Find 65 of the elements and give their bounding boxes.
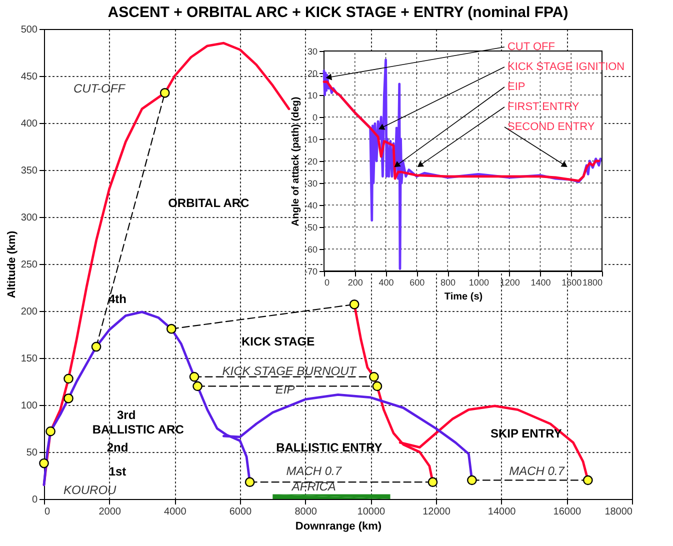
annotation: EIP (507, 81, 526, 93)
y-tick-label: -50 (304, 222, 318, 232)
y-axis-title: Angle of attack (path) (deg) (290, 96, 302, 226)
x-tick-label: 600 (410, 278, 425, 288)
annotation: 1st (108, 464, 126, 479)
x-axis-title: Downrange (km) (295, 520, 382, 532)
annotation: SKIP ENTRY (490, 426, 562, 441)
annotation: KICK STAGE BURNOUT (222, 364, 358, 378)
annotation: EIP (275, 382, 295, 396)
annotation: 2nd (106, 440, 128, 454)
y-tick-label: 200 (20, 306, 38, 318)
y-tick-label: 300 (20, 212, 38, 224)
y-tick-label: -20 (304, 156, 318, 166)
x-tick-label: 0 (44, 506, 50, 518)
annotation: 4th (108, 292, 126, 306)
x-tick-label: 0 (324, 278, 330, 288)
annotation: MACH 0.7 (286, 464, 343, 478)
annotation: KOUROU (64, 483, 117, 498)
x-tick-label: 1000 (468, 278, 489, 288)
x-tick-label: 1800 (582, 278, 602, 288)
annotation: 3rd (116, 408, 136, 422)
annotation: AFRICA (290, 479, 336, 494)
annotation: CUT-OFF (73, 82, 126, 96)
y-tick-label: 500 (20, 24, 38, 36)
x-tick-label: 14000 (488, 506, 516, 518)
y-tick-label: 100 (20, 400, 38, 412)
y-tick-label: 150 (20, 354, 38, 364)
y-tick-label: 450 (20, 72, 38, 82)
annotation: SECOND ENTRY (507, 121, 596, 133)
annotation: FIRST ENTRY (507, 101, 580, 113)
x-axis-title: Time (s) (444, 292, 483, 302)
x-tick-label: 400 (378, 278, 394, 288)
y-tick-label: -70 (304, 266, 318, 276)
y-tick-label: -60 (304, 244, 318, 254)
annotation: BALLISTIC ARC (92, 422, 184, 436)
y-tick-label: -40 (304, 200, 318, 210)
y-axis-title: Altitude (km) (6, 230, 18, 298)
x-tick-label: 12000 (422, 506, 451, 518)
y-tick-label: 350 (20, 166, 38, 176)
y-tick-label: 30 (307, 46, 318, 56)
x-tick-label: 6000 (229, 506, 252, 518)
x-tick-label: 200 (348, 278, 363, 288)
x-tick-label: 10000 (357, 506, 386, 518)
y-tick-label: -10 (304, 134, 318, 144)
x-tick-label: 4000 (164, 506, 187, 518)
y-tick-label: 400 (20, 118, 38, 130)
annotation: KICK STAGE (241, 334, 315, 349)
y-tick-label: 0 (312, 112, 318, 122)
y-tick-label: 10 (307, 90, 318, 100)
x-tick-label: 2000 (98, 506, 122, 518)
chart-title: ASCENT + ORBITAL ARC + KICK STAGE + ENTRY (nominal FPA) (108, 4, 568, 21)
annotation: CUT OFF (507, 41, 556, 53)
x-tick-label: 800 (440, 278, 456, 288)
x-tick-label: 1200 (500, 278, 520, 288)
annotation: BALLISTIC ENTRY (276, 440, 382, 454)
x-tick-label: 8000 (294, 506, 318, 518)
x-tick-label: 1400 (530, 278, 551, 288)
y-tick-label: 250 (20, 260, 38, 270)
y-tick-label: 50 (26, 448, 38, 458)
x-tick-label: 16000 (553, 506, 582, 518)
y-tick-label: -30 (304, 178, 318, 188)
y-tick-label: 0 (32, 494, 38, 506)
annotation: MACH 0.7 (509, 464, 566, 478)
annotation: ORBITAL ARC (168, 196, 250, 210)
x-tick-label: 18000 (604, 506, 633, 518)
